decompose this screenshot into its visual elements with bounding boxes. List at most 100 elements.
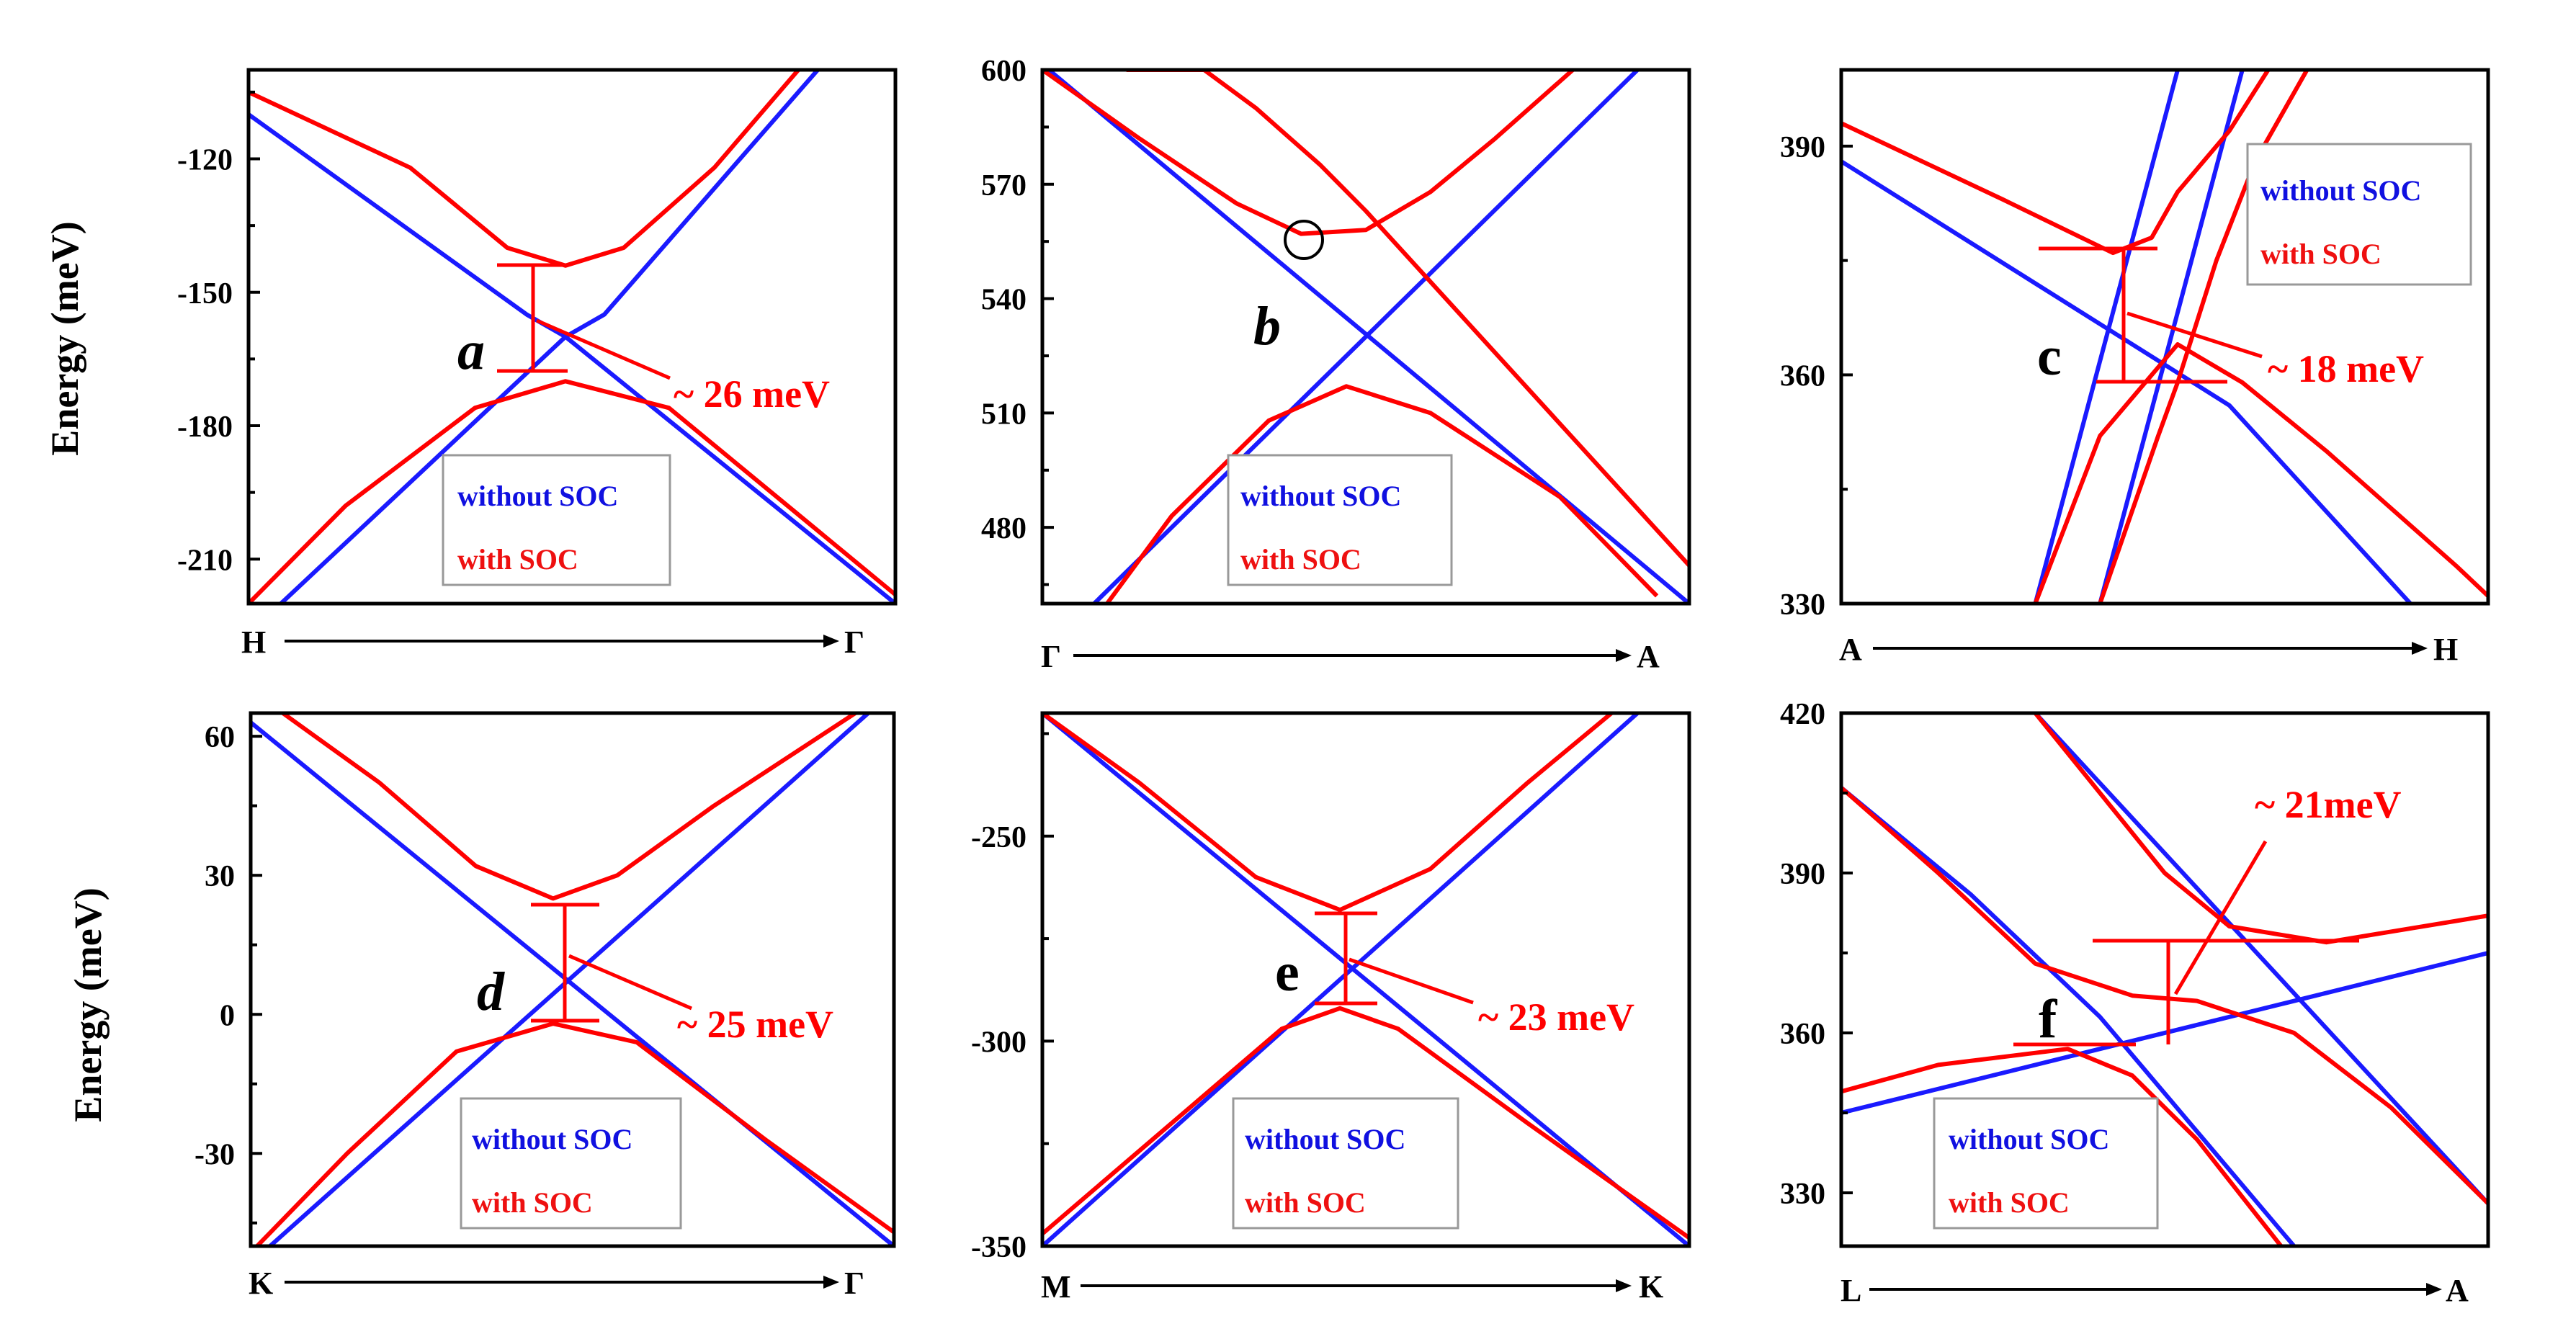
panel-d: 60 30 0 -30 ~ 25 meV d without SOC with SOC…: [194, 711, 896, 1301]
panel-c-k-arrowhead: [2412, 642, 2428, 655]
panel-c: 390 360 330 ~ 18 meV c without SOC with SO…: [1780, 68, 2490, 667]
panel-b-k-end: A: [1637, 639, 1660, 674]
panel-c-y-tick-label: 390: [1780, 131, 1825, 164]
panel-f-band-with-soc-3: [2034, 713, 2488, 945]
panel-f-frame: [1839, 711, 2490, 1248]
panel-f-y-tick-label: 390: [1780, 858, 1825, 891]
panel-b-band-without-soc-0: [1047, 70, 1689, 604]
panel-a-legend: without SOC with SOC: [442, 454, 671, 586]
panel-b-y-ticks: [1042, 68, 1054, 586]
panel-f-letter: f: [2039, 989, 2058, 1049]
panel-c-band-with-soc-3: [1841, 70, 2271, 256]
panel-a: -120 -150 -180 -210 ~ 26 meV a without SOC …: [177, 68, 898, 660]
panel-c-y-ticks: [1841, 144, 1853, 605]
panel-b-legend: without SOC with SOC: [1227, 454, 1453, 586]
panel-d-legend-without: without SOC: [472, 1123, 632, 1155]
panel-c-legend-without: without SOC: [2260, 174, 2421, 207]
y-axis-label-top: Energy (meV): [43, 221, 86, 455]
panel-a-gap-marker: [497, 263, 671, 380]
panel-d-y-tick-label: 30: [205, 860, 235, 893]
panel-f-band-with-soc-4: [1841, 786, 2488, 1205]
panel-d-y-tick-label: -30: [194, 1138, 235, 1171]
panel-a-gap-label: ~ 26 meV: [674, 372, 830, 416]
panel-c-legend: without SOC with SOC: [2246, 143, 2472, 286]
panel-b-band-with-soc-2: [1042, 70, 1575, 236]
panel-b-y-tick-label: 540: [981, 284, 1027, 317]
panel-b-legend-without: without SOC: [1240, 480, 1401, 512]
panel-a-k-arrowhead: [823, 635, 839, 648]
panel-b-y-tick-labels: 600 570 540 510 480: [981, 55, 1027, 545]
panel-e-legend-with: with SOC: [1245, 1186, 1366, 1219]
panel-f-k-end: A: [2446, 1273, 2469, 1308]
panel-f-y-ticks: [1841, 712, 1853, 1194]
panel-c-letter: c: [2037, 326, 2062, 387]
panel-a-legend-with: with SOC: [457, 543, 578, 576]
panel-c-gap-label: ~ 18 meV: [2268, 347, 2424, 390]
panel-b-crossing-circle: [1284, 220, 1324, 260]
panel-e-k-end: K: [1639, 1269, 1663, 1304]
panel-a-band-with-soc-3: [249, 379, 895, 604]
panel-d-k-start: K: [249, 1266, 273, 1301]
panel-b-band-with-soc-4: [1105, 384, 1659, 604]
panel-f-y-tick-label: 330: [1780, 1178, 1825, 1211]
panel-d-gap-label: ~ 25 meV: [677, 1003, 833, 1046]
panel-d-k-end: Γ: [844, 1266, 864, 1301]
panel-f-y-tick-labels: 420 390 360 330: [1780, 698, 1825, 1211]
panel-b-k-start: Γ: [1041, 639, 1061, 674]
panel-e-band-with-soc-3: [1042, 1006, 1689, 1240]
panel-e-y-tick-label: -300: [971, 1026, 1027, 1059]
panel-c-lines: [1841, 70, 2488, 604]
panel-c-band-with-soc-4: [2033, 342, 2488, 604]
panel-c-gap-marker: [2039, 246, 2263, 384]
panel-a-y-tick-label: -180: [177, 411, 233, 444]
panel-f-k-arrowhead: [2426, 1283, 2442, 1296]
panel-d-lines: [251, 713, 894, 1246]
panel-d-legend: without SOC with SOC: [460, 1097, 682, 1230]
panel-a-frame: [246, 68, 898, 606]
panel-b-y-tick-label: 570: [981, 169, 1027, 202]
panel-a-k-end: Γ: [844, 625, 864, 660]
panel-e-k-arrowhead: [1616, 1279, 1632, 1292]
panel-a-y-tick-label: -210: [177, 544, 233, 577]
panel-f-y-tick-label: 420: [1780, 698, 1825, 731]
panel-f-band-with-soc-5: [1841, 1047, 2283, 1246]
panel-c-k-end: H: [2433, 632, 2458, 667]
panel-a-legend-without: without SOC: [457, 480, 618, 512]
panel-a-k-start: H: [241, 625, 266, 660]
panel-b-lines: [1042, 70, 1689, 604]
panel-a-y-ticks: [249, 90, 260, 561]
panel-e-band-with-soc-2: [1042, 713, 1614, 913]
panel-f-legend: without SOC with SOC: [1933, 1097, 2159, 1230]
panel-b-y-tick-label: 480: [981, 512, 1027, 545]
panel-e-band-without-soc-1: [1042, 713, 1640, 1246]
panel-f-y-tick-label: 360: [1780, 1018, 1825, 1051]
panel-a-y-tick-labels: -120 -150 -180 -210: [177, 144, 233, 578]
panel-c-frame: [1839, 68, 2490, 606]
panel-f-k-start: L: [1841, 1273, 1861, 1308]
panel-d-letter: d: [477, 962, 505, 1022]
panel-c-band-without-soc-1: [2033, 70, 2180, 604]
panel-e-legend-without: without SOC: [1245, 1123, 1405, 1155]
panel-c-y-tick-labels: 390 360 330: [1780, 131, 1825, 622]
panel-c-k-start: A: [1839, 632, 1862, 667]
panel-a-band-without-soc-1: [279, 70, 820, 604]
panel-b-legend-with: with SOC: [1240, 543, 1361, 576]
panel-f-band-without-soc-2: [2034, 713, 2488, 1205]
panel-d-gap-marker: [531, 903, 692, 1023]
panel-e-gap-label: ~ 23 meV: [1478, 995, 1634, 1039]
panel-b-y-tick-label: 510: [981, 398, 1027, 431]
panel-d-band-with-soc-2: [281, 713, 857, 901]
panel-f-band-without-soc-1: [1841, 951, 2488, 1115]
panel-e-gap-marker: [1315, 911, 1474, 1006]
panel-d-y-tick-label: 60: [205, 721, 235, 754]
panel-c-band-without-soc-2: [2098, 70, 2245, 604]
panel-c-band-without-soc-0: [1841, 159, 2412, 604]
panel-b-band-with-soc-3: [1126, 70, 1689, 568]
panel-b-letter: b: [1253, 296, 1281, 357]
panel-b: 600 570 540 510 480 b without SOC with SOC Γ…: [981, 55, 1691, 674]
panel-d-frame: [249, 711, 896, 1248]
panel-c-y-tick-label: 330: [1780, 588, 1825, 622]
panel-e-y-tick-label: -250: [971, 821, 1027, 854]
panel-d-band-without-soc-0: [251, 720, 894, 1246]
panel-a-band-with-soc-2: [249, 70, 800, 268]
